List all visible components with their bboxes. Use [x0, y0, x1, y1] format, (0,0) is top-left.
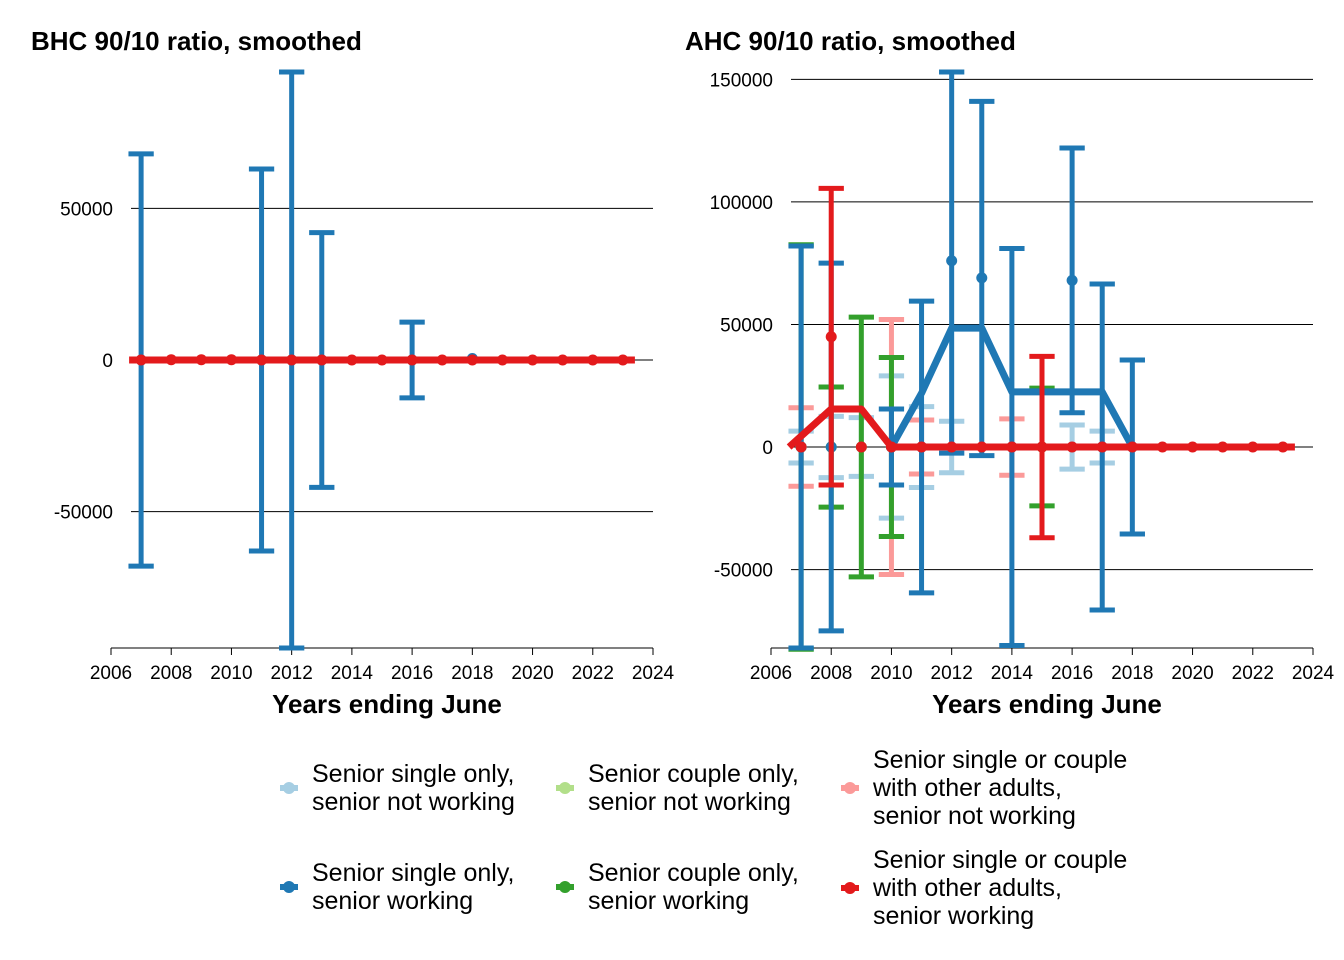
- x-tick-label: 2010: [210, 663, 252, 684]
- chart-title-bhc: BHC 90/10 ratio, smoothed: [31, 26, 362, 56]
- data-point: [1217, 441, 1229, 453]
- legend-item: Senior single or couple with other adult…: [841, 746, 1127, 830]
- data-point: [135, 354, 147, 366]
- data-point: [946, 441, 958, 453]
- x-tick-label: 2006: [750, 663, 792, 684]
- x-tick-label: 2020: [511, 663, 553, 684]
- data-point: [617, 354, 629, 366]
- data-point: [587, 354, 599, 366]
- trend-line: [786, 405, 1295, 451]
- x-tick-label: 2018: [451, 663, 493, 684]
- data-point: [256, 354, 268, 366]
- data-point: [557, 354, 569, 366]
- legend-item: Senior couple only, senior not working: [556, 760, 799, 816]
- legend-item: Senior couple only, senior working: [556, 859, 799, 915]
- x-tick-label: 2008: [150, 663, 192, 684]
- data-point: [316, 354, 328, 366]
- y-tick-label: 100000: [710, 193, 773, 214]
- x-tick-label: 2018: [1111, 663, 1153, 684]
- x-tick-label: 2024: [1292, 663, 1335, 684]
- data-point: [976, 272, 988, 284]
- legend-swatch: [556, 878, 574, 896]
- y-tick-label: 0: [762, 438, 773, 459]
- legend-label: Senior single only, senior not working: [312, 760, 515, 816]
- y-tick-label: -50000: [54, 503, 113, 524]
- legend-label: Senior single only, senior working: [312, 859, 515, 915]
- x-tick-label: 2010: [870, 663, 912, 684]
- x-tick-label: 2022: [572, 663, 614, 684]
- legend-item: Senior single or couple with other adult…: [841, 846, 1127, 930]
- data-point: [466, 354, 478, 366]
- x-axis-label: Years ending June: [932, 689, 1162, 719]
- legend-swatch: [280, 779, 298, 797]
- legend: Senior single only, senior not working Se…: [280, 746, 1200, 946]
- y-tick-label: 150000: [710, 70, 773, 91]
- data-point: [1126, 441, 1138, 453]
- panel-0: -50000 0 50000 2006 2008 2010 2012 2014 2016 2018…: [54, 69, 675, 719]
- x-tick-label: 2008: [810, 663, 852, 684]
- x-tick-label: 2006: [90, 663, 132, 684]
- x-tick-label: 2014: [331, 663, 374, 684]
- chart-title-ahc: AHC 90/10 ratio, smoothed: [685, 26, 1016, 56]
- data-point: [165, 354, 177, 366]
- data-point: [1187, 441, 1199, 453]
- x-tick-label: 2014: [991, 663, 1034, 684]
- legend-swatch: [841, 879, 859, 897]
- x-tick-label: 2020: [1171, 663, 1213, 684]
- series-5: [129, 354, 635, 366]
- data-point: [406, 354, 418, 366]
- data-point: [436, 354, 448, 366]
- legend-label: Senior couple only, senior not working: [588, 760, 799, 816]
- data-point: [1156, 441, 1168, 453]
- trend-line: [888, 324, 1136, 449]
- legend-swatch: [280, 878, 298, 896]
- panel-1: -50000 0 50000 100000 150000 2006 2008 2010 2012…: [710, 69, 1335, 719]
- data-point: [1096, 441, 1108, 453]
- x-tick-label: 2012: [271, 663, 313, 684]
- data-point: [195, 354, 207, 366]
- legend-item: Senior single only, senior not working: [280, 760, 515, 816]
- data-point: [346, 354, 358, 366]
- data-point: [225, 354, 237, 366]
- data-point: [795, 441, 807, 453]
- data-point: [1277, 441, 1289, 453]
- legend-label: Senior couple only, senior working: [588, 859, 799, 915]
- legend-label: Senior single or couple with other adult…: [873, 846, 1128, 930]
- data-point: [885, 441, 897, 453]
- data-point: [286, 354, 298, 366]
- data-point: [1066, 441, 1078, 453]
- data-point: [496, 354, 508, 366]
- legend-swatch: [556, 779, 574, 797]
- series-3: [788, 69, 1145, 651]
- x-tick-label: 2022: [1232, 663, 1274, 684]
- x-tick-label: 2016: [1051, 663, 1093, 684]
- y-tick-label: 0: [102, 351, 113, 372]
- data-point: [825, 331, 837, 343]
- data-point: [1066, 274, 1078, 286]
- x-tick-label: 2016: [391, 663, 433, 684]
- data-point: [1006, 441, 1018, 453]
- legend-swatch: [841, 779, 859, 797]
- data-point: [855, 441, 867, 453]
- x-axis-label: Years ending June: [272, 689, 502, 719]
- x-tick-label: 2012: [931, 663, 973, 684]
- data-point: [1247, 441, 1259, 453]
- data-point: [916, 441, 928, 453]
- x-tick-label: 2024: [632, 663, 675, 684]
- data-point: [976, 441, 988, 453]
- data-point: [946, 255, 958, 267]
- data-point: [376, 354, 388, 366]
- legend-item: Senior single only, senior working: [280, 859, 514, 915]
- y-tick-label: 50000: [60, 199, 113, 220]
- series-5: [786, 185, 1295, 541]
- legend-label: Senior single or couple with other adult…: [873, 746, 1128, 830]
- y-tick-label: -50000: [714, 561, 773, 582]
- y-tick-label: 50000: [720, 315, 773, 336]
- data-point: [527, 354, 539, 366]
- data-point: [1036, 441, 1048, 453]
